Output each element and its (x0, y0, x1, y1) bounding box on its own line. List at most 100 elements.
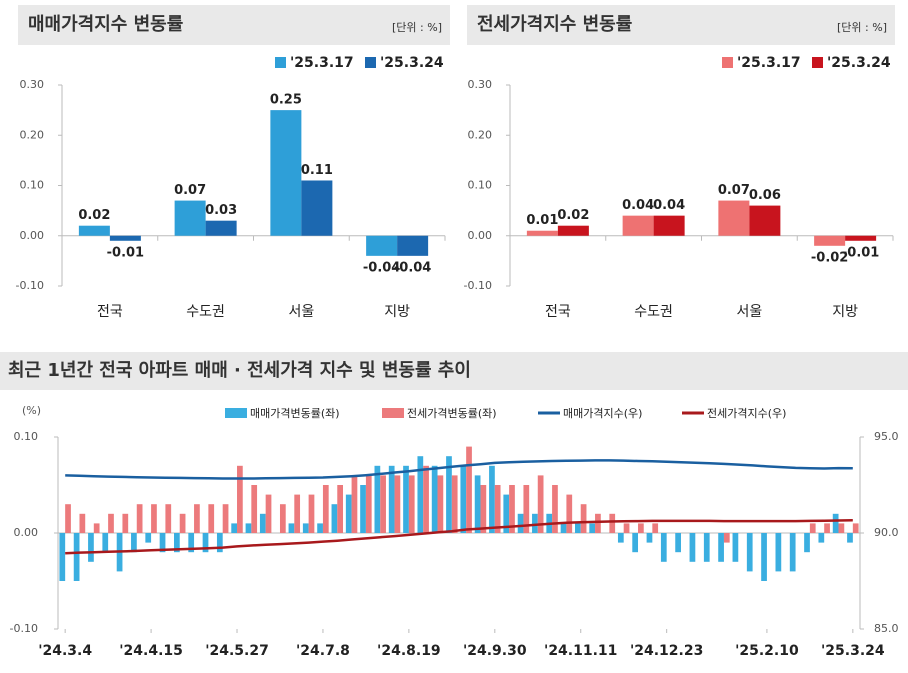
bar (818, 533, 825, 543)
x-tick-label: 수도권 (634, 304, 673, 320)
bar (749, 205, 781, 236)
bar (718, 533, 724, 562)
bar (202, 533, 209, 553)
bar (503, 494, 510, 533)
bar (532, 513, 538, 533)
bar (523, 485, 530, 533)
y-tick-label: 0.00 (14, 526, 39, 539)
bar (179, 513, 186, 533)
bar (174, 533, 180, 553)
bar (632, 533, 639, 553)
data-label: -0.01 (842, 245, 879, 260)
bar (566, 494, 573, 533)
bar (809, 523, 816, 533)
x-tick-label: '25.3.24 (821, 643, 885, 659)
bar (79, 513, 86, 533)
bar (380, 475, 386, 533)
header-title: 전세가격지수 변동률 (477, 14, 632, 35)
bar (789, 533, 796, 572)
data-label: 0.25 (270, 93, 302, 108)
x-tick-label: 지방 (832, 304, 858, 320)
data-label: -0.04 (363, 260, 400, 275)
line (65, 519, 853, 555)
bar (852, 523, 859, 533)
bar (222, 504, 229, 533)
legend-swatch (365, 57, 376, 68)
bar (451, 475, 458, 533)
unit-note: [단위 : %] (837, 21, 887, 34)
bar (337, 485, 343, 533)
data-label: 0.11 (301, 163, 333, 178)
bar (216, 533, 223, 553)
y-tick-label: 0.20 (20, 128, 45, 141)
legend-label: '25.3.17 (290, 55, 354, 71)
legend-swatch (275, 57, 286, 68)
bar (804, 533, 810, 553)
x-tick-label: 서울 (736, 304, 762, 320)
bar (366, 235, 398, 256)
y-tick-label: -0.10 (10, 622, 38, 635)
bar (446, 456, 452, 533)
bar (302, 523, 309, 533)
bar (165, 504, 172, 533)
legend-label: 전세가격지수(우) (707, 407, 786, 420)
y2-tick-label: 85.0 (874, 622, 899, 635)
bar (417, 456, 424, 533)
y-tick-label: 0.30 (468, 78, 493, 91)
legend-label: 전세가격변동률(좌) (407, 407, 497, 420)
y-tick-label: 0.10 (14, 430, 39, 443)
x-tick-label: '24.8.19 (377, 643, 441, 659)
bar (838, 523, 845, 533)
bar (814, 235, 846, 246)
bar (474, 475, 481, 533)
y-tick-label: 0.30 (20, 78, 45, 91)
bar (194, 504, 200, 533)
bar (159, 533, 166, 553)
x-tick-label: '24.7.8 (296, 643, 350, 659)
bar (845, 235, 877, 241)
bar (557, 225, 589, 236)
bar (265, 494, 272, 533)
bar (322, 485, 329, 533)
data-label: 0.06 (749, 188, 781, 203)
bar (689, 533, 696, 562)
header-bar (0, 352, 908, 390)
legend-swatch (812, 57, 823, 68)
bar (136, 504, 143, 533)
bar (732, 533, 739, 562)
bar (824, 523, 830, 533)
legend-swatch (382, 408, 404, 418)
legend-label: 매매가격지수(우) (563, 407, 642, 420)
bar (93, 523, 100, 533)
bar (122, 513, 129, 533)
x-tick-label: 서울 (288, 304, 314, 320)
bar (509, 485, 515, 533)
data-label: 0.03 (205, 203, 237, 218)
bar (431, 465, 438, 533)
bar (317, 523, 323, 533)
bar (251, 485, 258, 533)
bar (270, 110, 302, 236)
bar (351, 475, 358, 533)
bar (589, 523, 596, 533)
line (65, 459, 853, 480)
bar (437, 475, 444, 533)
bar (397, 235, 429, 256)
bar (580, 504, 587, 533)
legend-label: '25.3.17 (737, 55, 801, 71)
bar (623, 523, 630, 533)
bar (245, 523, 252, 533)
x-tick-label: 전국 (97, 304, 123, 320)
header-bar (467, 5, 895, 45)
bar (360, 485, 366, 533)
bar (775, 533, 782, 572)
bar (460, 465, 467, 533)
bar (526, 230, 558, 236)
bar (394, 475, 401, 533)
legend-label: 매매가격변동률(좌) (250, 407, 340, 420)
x-tick-label: '24.4.15 (119, 643, 183, 659)
y-tick-label: 0.00 (468, 229, 493, 242)
x-tick-label: '24.9.30 (463, 643, 527, 659)
bar (595, 513, 601, 533)
